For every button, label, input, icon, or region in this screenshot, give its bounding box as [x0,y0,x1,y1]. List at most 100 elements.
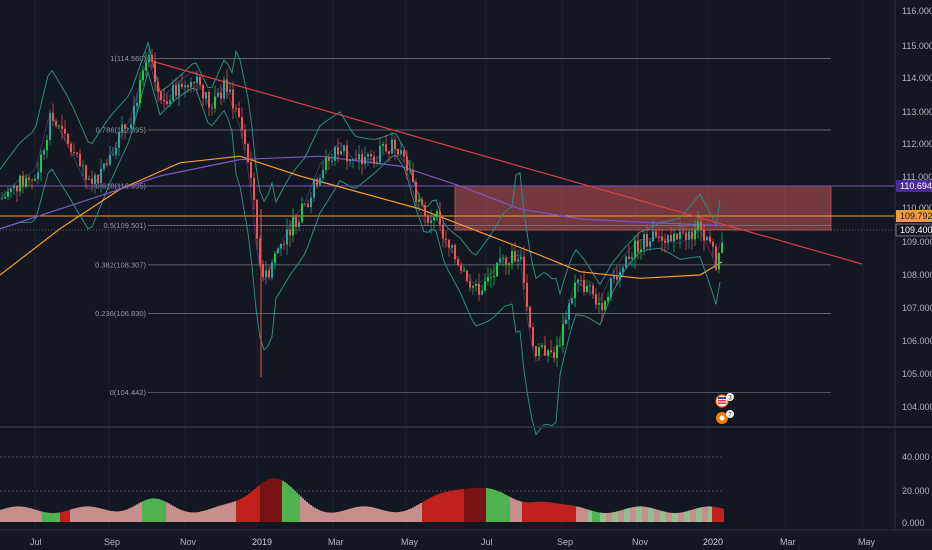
osc-bar [34,509,36,522]
osc-bar [406,510,408,522]
candle-body [583,280,585,293]
osc-bar [100,508,102,522]
candle-body [304,203,306,205]
candle-body [457,259,459,266]
osc-bar [486,488,488,522]
candle-body [163,99,165,102]
osc-bar [552,502,554,522]
candle-body [22,175,24,187]
candle-body [706,236,708,241]
candle-body [94,175,96,184]
candle-body [658,236,660,238]
osc-bar [466,488,468,522]
price-pane[interactable]: 1(114.560)0.786(112.395)0.618(110.695)0.… [0,40,895,436]
candle-body [187,85,189,88]
oscillator-pane[interactable] [0,456,724,522]
candle-body [616,274,618,280]
osc-bar [38,510,40,522]
candle-body [394,139,396,149]
price-label: 116.000 [902,6,932,16]
osc-bar [56,512,58,522]
candle-body [610,278,612,298]
osc-bar [572,505,574,522]
osc-bar [66,510,68,522]
candle-body [292,217,294,236]
osc-bar [462,489,464,522]
osc-bar [116,511,118,522]
candle-body [547,350,549,356]
osc-bar [108,510,110,522]
time-label: Jul [481,537,493,547]
osc-bar [530,502,532,522]
descending-trendline[interactable] [147,59,863,265]
osc-bar [366,506,368,522]
osc-bar [630,507,632,522]
osc-bar [220,505,222,522]
osc-bar [266,480,268,522]
candle-body [79,153,81,166]
candle-body [151,55,153,61]
osc-bar [122,510,124,522]
candle-body [436,211,438,218]
osc-bar [82,506,84,522]
price-axis[interactable]: 116.000 115.000 114.000 113.000 112.000 … [895,6,932,412]
time-label: May [858,537,876,547]
osc-bar [234,501,236,522]
candle-body [247,143,249,163]
candle-body [721,242,723,253]
candle-body [406,156,408,171]
osc-bar [420,503,422,522]
candle-body [373,156,375,164]
osc-bar [294,490,296,522]
osc-bar [132,506,134,522]
candle-body [607,297,609,302]
us-flag-icon[interactable]: 3 [715,393,734,408]
osc-bar [450,490,452,522]
bollinger-lower [0,70,721,436]
candle-body [418,199,420,202]
osc-bar [78,507,80,522]
price-label: 108.000 [902,270,932,280]
time-axis[interactable]: Jul Sep Nov 2019 Mar May Jul Sep Nov 202… [30,537,876,547]
bollinger-upper [0,40,721,296]
osc-bar [522,501,524,522]
osc-bar [324,511,326,522]
osc-bar [186,511,188,522]
osc-bar [130,507,132,522]
osc-bar [40,511,42,522]
candle-body [622,267,624,272]
oscillator-axis[interactable]: 40.000 20.000 0.000 [902,452,930,528]
osc-bar [712,506,714,522]
candle-body [328,157,330,161]
osc-bar [296,492,298,522]
osc-bar [542,501,544,522]
osc-bar [334,512,336,522]
candle-body [715,246,717,270]
resistance-zone[interactable] [454,185,832,231]
candle-body [310,197,312,208]
candle-body [313,179,315,198]
osc-bar [644,506,646,522]
osc-bar [664,511,666,522]
osc-bar [126,509,128,522]
osc-bar [20,506,22,522]
osc-bar [468,488,470,522]
osc-bar [340,511,342,522]
candle-body [334,147,336,161]
osc-bar [250,492,252,522]
osc-bar [706,506,708,522]
time-label: 2019 [252,537,272,547]
osc-bar [202,511,204,522]
osc-bar [192,512,194,522]
price-label: 115.000 [902,41,932,51]
time-label: Nov [632,537,649,547]
osc-bar [16,506,18,522]
osc-bar [282,480,284,522]
price-label: 111.000 [902,172,932,182]
osc-bar [62,511,64,522]
osc-bar [622,509,624,522]
dividend-icon[interactable]: 7 [716,410,734,424]
osc-bar [678,512,680,522]
osc-bar [642,506,644,522]
